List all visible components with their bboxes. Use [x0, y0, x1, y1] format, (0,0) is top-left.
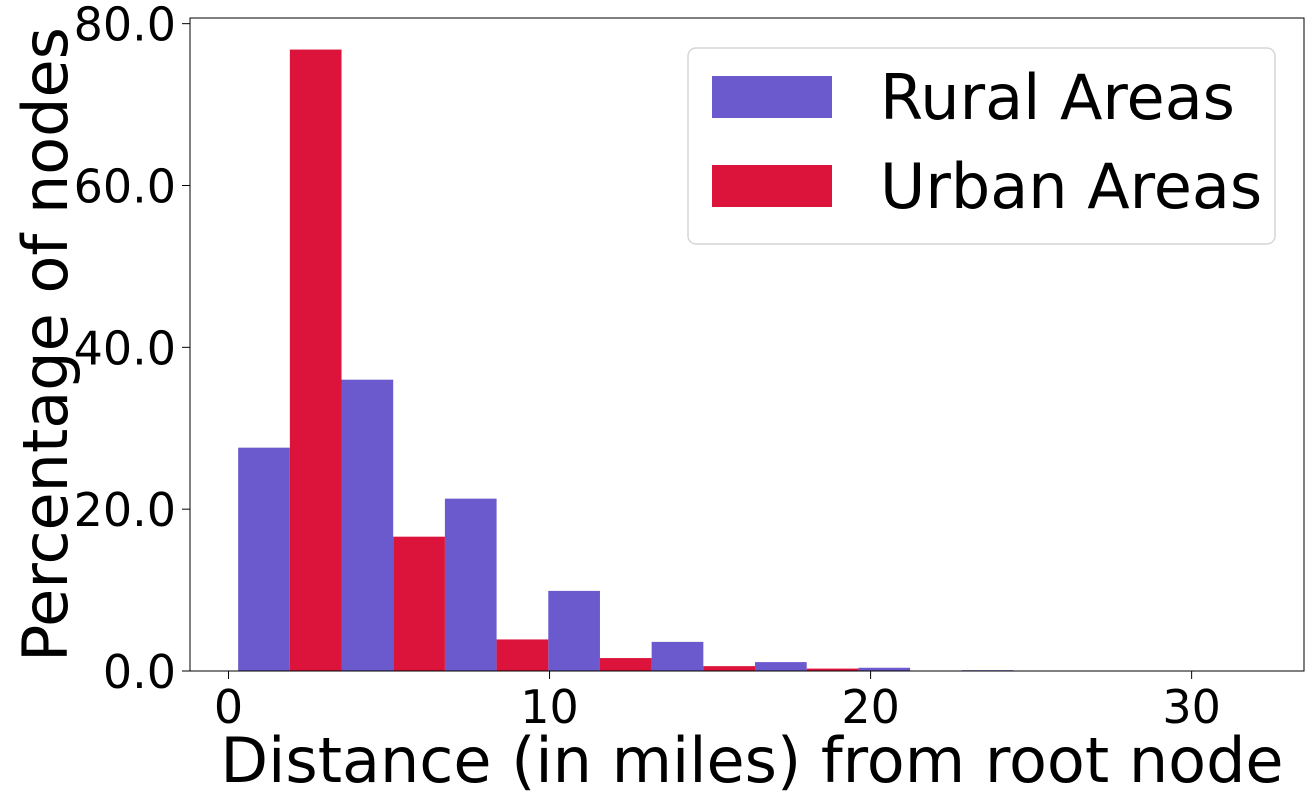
x-tick-label: 20 [841, 680, 900, 734]
bar-urban-areas-5 [806, 668, 859, 671]
legend-label-rural-areas: Rural Areas [880, 61, 1235, 134]
x-axis-label: Distance (in miles) from root node [220, 724, 1283, 796]
bar-urban-areas-0 [289, 49, 342, 672]
bar-rural-areas-3 [548, 590, 600, 671]
y-axis-label: Percentage of nodes [9, 27, 82, 662]
y-tick-label: 40.0 [74, 321, 176, 375]
x-tick-label: 0 [214, 680, 243, 734]
plot-frame [189, 17, 1305, 672]
legend-swatch-rural-areas [712, 76, 832, 118]
y-tick-label: 60.0 [74, 159, 176, 213]
x-tick-label: 30 [1162, 680, 1221, 734]
bar-urban-areas-4 [703, 666, 756, 671]
bar-rural-areas-6 [858, 667, 911, 671]
bar-rural-areas-0 [238, 447, 290, 671]
y-tick-label: 20.0 [74, 483, 176, 537]
bars-layer [238, 49, 1014, 672]
legend-swatch-urban-areas [712, 165, 832, 207]
y-tick-label: 80.0 [74, 0, 176, 52]
bar-urban-areas-2 [496, 639, 549, 671]
x-axis: 0 10 20 30 [214, 671, 1221, 734]
bar-rural-areas-2 [444, 498, 497, 671]
legend: Rural Areas Urban Areas [687, 47, 1276, 245]
x-tick-label: 10 [520, 680, 579, 734]
bar-rural-areas-4 [651, 641, 704, 671]
legend-label-urban-areas: Urban Areas [880, 150, 1262, 223]
y-axis: 0.0 20.0 40.0 60.0 80.0 [74, 0, 190, 699]
bar-rural-areas-5 [755, 662, 807, 671]
bar-rural-areas-1 [341, 379, 394, 671]
bar-urban-areas-1 [393, 536, 445, 671]
legend-box [687, 47, 1276, 245]
bar-urban-areas-3 [599, 658, 652, 671]
y-tick-label: 0.0 [103, 645, 176, 699]
